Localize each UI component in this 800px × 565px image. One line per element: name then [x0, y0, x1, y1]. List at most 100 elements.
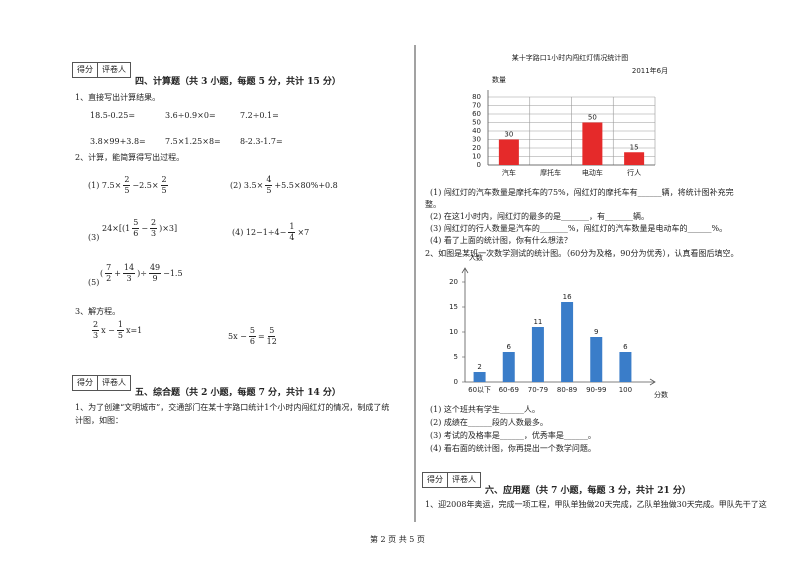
value-label: 6 [507, 343, 512, 351]
exercise: 7.2÷0.1= [240, 111, 279, 120]
numerator: 5 [248, 326, 256, 337]
numerator: 7 [105, 263, 113, 274]
paragraph-line: 1、迎2008年奥运，完成一项工程，甲队单独做20天完成，乙队单独做30天完成。… [425, 500, 767, 509]
x-tick-label: 100 [619, 386, 632, 394]
x-tick-label: 60以下 [468, 386, 491, 394]
value-label: 9 [594, 328, 598, 336]
numerator: 1 [288, 222, 296, 233]
y-tick-label: 15 [449, 303, 458, 311]
score-box: 得分 评卷人 [72, 375, 131, 391]
denominator: 2 [106, 274, 112, 283]
bar [473, 372, 486, 382]
y-tick-label: 20 [472, 144, 481, 152]
math-expression: 5x −5 6 = 5 12 [228, 326, 279, 347]
expr-text: ( [100, 269, 104, 278]
y-tick-label: 10 [449, 328, 458, 336]
expr-text: )÷ [137, 269, 147, 278]
denominator: 5 [266, 186, 272, 195]
bar [619, 352, 632, 382]
x-tick-label: 60-69 [499, 386, 519, 394]
expr-text: (1) 7.5× [88, 181, 122, 190]
x-tick-label: 电动车 [582, 168, 603, 177]
fraction: 49 9 [148, 263, 162, 284]
question-line: (3) 考试的及格率是______，优秀率是______。 [430, 431, 596, 440]
expr-text: (2) 3.5× [230, 181, 264, 190]
denominator: 3 [151, 229, 157, 238]
x-tick-label: 70-79 [528, 386, 548, 394]
denominator: 5 [117, 331, 123, 340]
bar [531, 327, 544, 382]
x-tick-label: 摩托车 [540, 168, 561, 177]
score-box-cell: 评卷人 [452, 475, 476, 484]
expr-text: + [114, 269, 121, 278]
question-line: (1) 这个班共有学生______人。 [430, 405, 540, 414]
bar [498, 139, 519, 165]
exercise: 8-2.3-1.7= [240, 137, 283, 146]
section-heading: 五、综合题（共 2 小题，每题 7 分，共计 14 分） [135, 388, 341, 398]
numerator: 49 [148, 263, 162, 274]
numerator: 2 [160, 175, 168, 186]
expr-text: )×3] [159, 224, 178, 233]
question-line: (2) 成绩在______段的人数最多。 [430, 418, 548, 427]
expr-text: (5) [88, 278, 100, 287]
value-label: 2 [477, 363, 481, 371]
math-expression: (4) 12−1÷4− 1 4 ×7 [232, 222, 309, 243]
math-expression: 24×[(1 5 6−2 3)×3] [102, 218, 177, 239]
axis-arrow [649, 378, 656, 386]
value-label: 15 [630, 143, 639, 151]
question-line: (1) 闯红灯的汽车数量是摩托车的75%，闯红灯的摩托车有______辆，将统计… [430, 188, 734, 197]
x-tick-label: 90-99 [586, 386, 606, 394]
expr-text: (4) 12−1÷4− [232, 228, 287, 237]
exercise: 3.6÷0.9×0= [165, 111, 216, 120]
math-expression: (3) [88, 233, 99, 242]
y-tick-label: 0 [454, 378, 458, 386]
numerator: 5 [132, 218, 140, 229]
bar [561, 302, 574, 382]
expr-text: x=1 [125, 326, 143, 335]
denominator: 5 [161, 186, 167, 195]
bar [582, 122, 603, 165]
exercise: 3.8×99+3.8= [90, 137, 146, 146]
expr-text: ×7 [297, 228, 310, 237]
numerator: 2 [150, 218, 158, 229]
score-box-cell: 得分 [73, 376, 98, 390]
numerator: 4 [265, 175, 273, 186]
denominator: 5 [124, 186, 130, 195]
denominator: 4 [289, 233, 295, 242]
question-line: (2) 在这1小时内，闯红灯的最多的是_______，有_______辆。 [430, 212, 649, 221]
y-tick-label: 5 [454, 353, 458, 361]
score-box-cell: 得分 [423, 473, 448, 487]
question-text: 1、直接写出计算结果。 [75, 93, 161, 102]
y-tick-label: 40 [472, 127, 481, 135]
question-line: 整。 [425, 200, 441, 209]
question-text: 3、解方程。 [75, 307, 121, 316]
denominator: 6 [249, 337, 255, 346]
chart-title: 某十字路口1小时内闯红灯情况统计图 [512, 53, 628, 62]
y-tick-label: 80 [472, 93, 481, 101]
fraction: 14 3 [122, 263, 136, 284]
exercise: 18.5-0.25= [90, 111, 136, 120]
exercise: 7.5×1.25×8= [165, 137, 221, 146]
expr-text: x − [101, 326, 115, 335]
bar [590, 337, 603, 382]
expr-text: = [257, 332, 265, 341]
numerator: 5 [268, 326, 276, 337]
y-tick-label: 50 [472, 119, 481, 127]
score-box-cell: 评卷人 [102, 65, 126, 74]
bar [624, 152, 645, 165]
question-text: 2、计算，能简算得写出过程。 [75, 153, 185, 162]
math-expression: (2) 3.5× 4 5 +5.5×80%+0.8 [230, 175, 338, 196]
expr-text: − [141, 224, 149, 233]
y-axis-label: 人数 [469, 253, 483, 262]
numerator: 2 [92, 320, 100, 331]
x-tick-label: 80-89 [557, 386, 577, 394]
